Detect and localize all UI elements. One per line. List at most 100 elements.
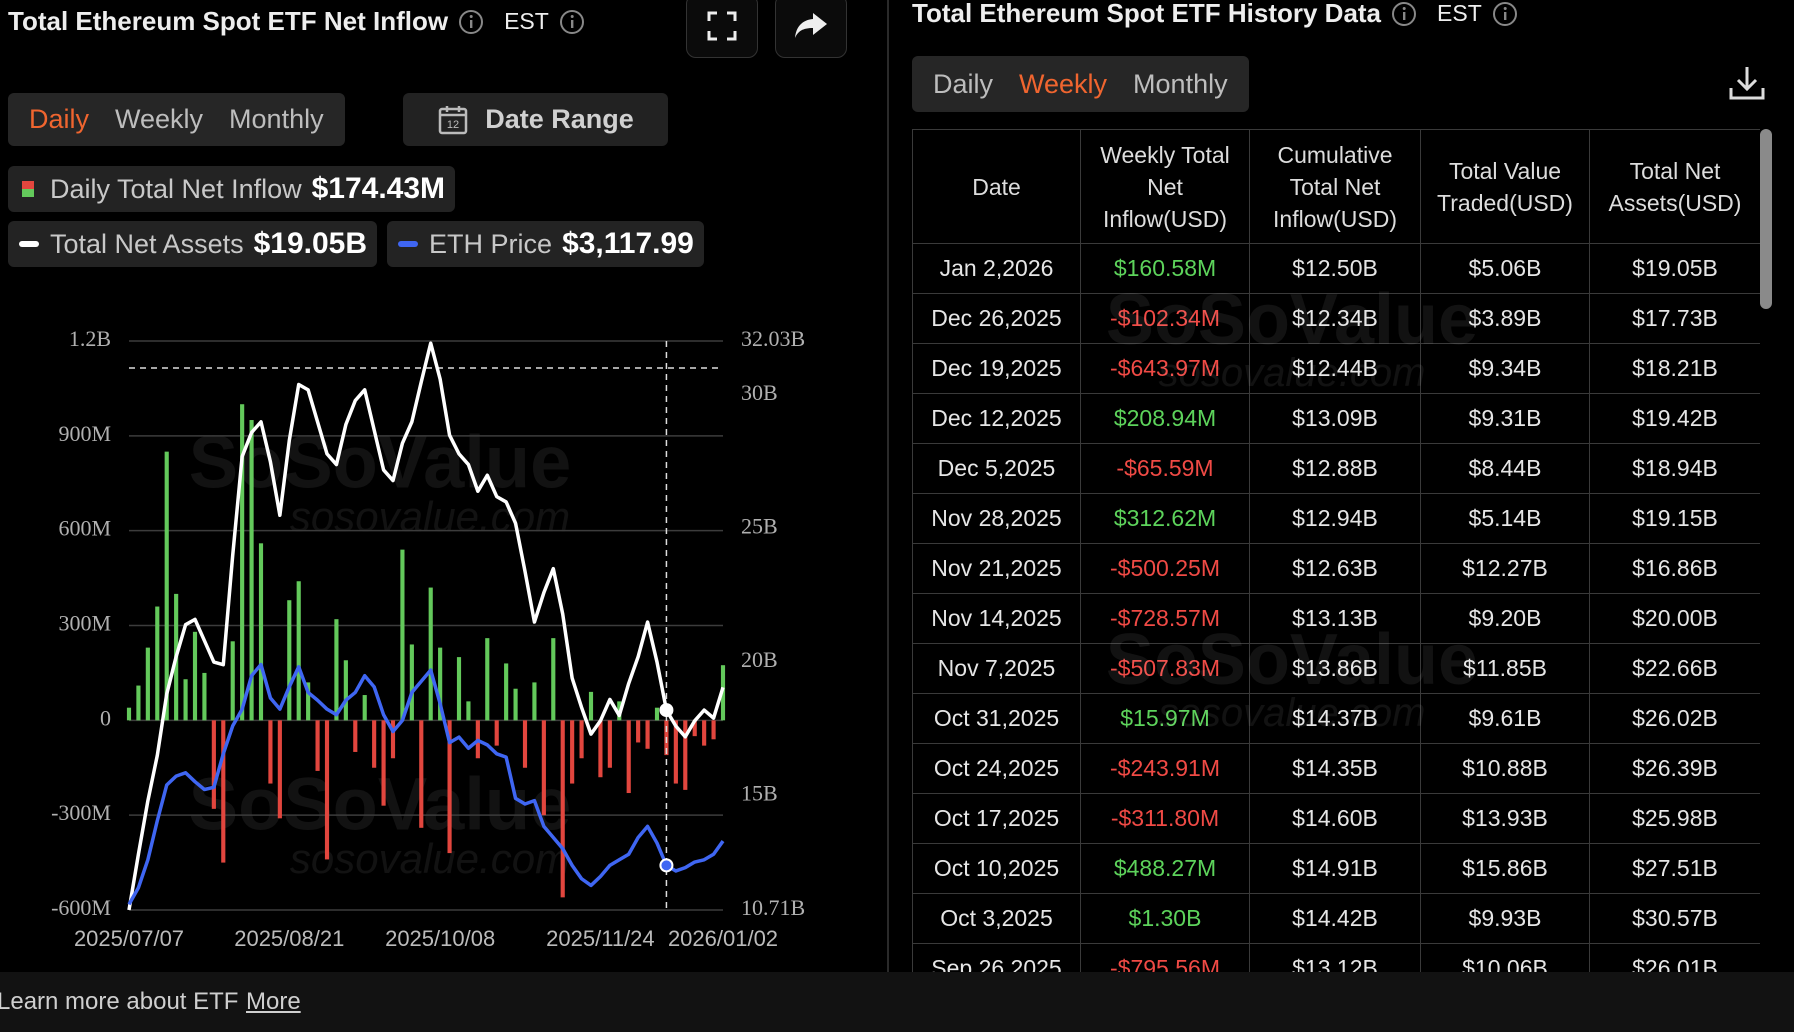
hover-dot [659,858,674,873]
table-cell: -$311.80M [1080,793,1250,844]
bar [353,720,358,752]
table-cell: Oct 17,2025 [912,793,1081,844]
table-cell: $312.62M [1080,493,1250,544]
column-header: Date [912,129,1081,244]
bar [183,679,188,721]
table-cell: $9.34B [1420,343,1590,394]
bar [541,720,546,816]
x-tick-label: 2025/10/08 [385,926,495,951]
table-row: Dec 12,2025 $208.94M $13.09B $9.31B $19.42B [912,393,1760,444]
bar [419,720,424,828]
table-cell: $5.14B [1420,493,1590,544]
bar [287,600,292,721]
bar [513,688,518,721]
table-cell: $12.94B [1249,493,1421,544]
table-cell: $14.60B [1249,793,1421,844]
table-cell: -$243.91M [1080,743,1250,794]
watermark-brand: SoSoValue [189,763,571,846]
column-header: Weekly Total Net Inflow(USD) [1080,129,1250,244]
table-cell: $26.39B [1589,743,1760,794]
bar [390,720,396,759]
table-cell: $27.51B [1589,843,1760,894]
y-tick-label: 1.2B [69,326,111,351]
tab[interactable]: Daily [933,68,994,99]
table-cell: $12.44B [1249,343,1421,394]
bar [522,720,528,768]
y2-tick-label: 10.71B [741,895,805,920]
line [127,341,725,911]
tab[interactable]: Weekly [115,104,204,134]
bar [466,701,471,721]
x-tick-label: 2025/11/24 [546,926,654,951]
table-cell: Oct 24,2025 [912,743,1081,794]
tab[interactable]: Monthly [229,104,324,134]
bar [334,619,339,721]
footer-link[interactable]: More [246,988,301,1015]
bar [626,720,631,794]
table-cell: $5.06B [1420,243,1590,294]
table-cell: $18.94B [1589,443,1760,494]
footer: Learn more about ETF More [0,972,1794,1032]
table-cell: Nov 28,2025 [912,493,1081,544]
bar [645,720,650,749]
indicator-icon [398,241,419,247]
table-cell: $15.86B [1420,843,1590,894]
table-cell: $12.34B [1249,293,1421,344]
y-tick-label: 0 [100,705,111,730]
bar [277,720,282,819]
table-cell: $18.21B [1589,343,1760,394]
table-cell: $19.05B [1589,243,1760,294]
indicator: Total Net Assets $19.05B [8,221,378,267]
indicator-value: $19.05B [253,227,368,260]
left-header: Total Ethereum Spot ETF Net Inflow EST [8,6,585,37]
share-button[interactable] [775,0,847,58]
y-tick-label: 900M [58,421,111,446]
info-icon[interactable] [1492,1,1518,27]
chart: SoSoValue sosovalue.com SoSoValue sosova… [51,326,805,951]
scrollbar[interactable] [1760,129,1772,309]
bar [702,720,707,746]
table-cell: $15.97M [1080,693,1250,744]
info-icon[interactable] [458,9,484,35]
x-tick-label: 2025/07/07 [74,926,184,951]
bar [381,720,386,806]
tab[interactable]: Monthly [1133,68,1228,99]
table-cell: $25.98B [1589,793,1760,844]
table-cell: $19.15B [1589,493,1760,544]
y-tick-label: -600M [51,895,111,920]
table-cell: $13.12B [1249,943,1421,972]
table-row: Nov 7,2025 -$507.83M $13.86B $11.85B $22.66B [912,643,1760,694]
fullscreen-button[interactable] [686,0,758,58]
info-icon[interactable] [1391,1,1417,27]
bar [692,720,697,737]
date-range-button[interactable]: 12 Date Range [403,93,668,146]
table-cell: Oct 10,2025 [912,843,1081,894]
line [127,662,725,906]
panel-title: Total Ethereum Spot ETF Net Inflow [8,6,449,36]
hover-dot [659,703,674,718]
bar [570,720,575,784]
bar [221,720,226,863]
timezone: EST [504,8,549,34]
table-cell: $13.13B [1249,593,1421,644]
table-cell: Dec 26,2025 [912,293,1081,344]
bar [504,663,509,721]
table-row: Oct 10,2025 $488.27M $14.91B $15.86B $27.51B [912,843,1760,894]
bar [306,682,311,721]
bar [654,707,660,721]
table-row: Jan 2,2026 $160.58M $12.50B $5.06B $19.05B [912,243,1760,294]
table-container: Date Weekly Total Net Inflow(USD) Cumulati… [912,129,1760,972]
table-cell: $20.00B [1589,593,1760,644]
table-cell: $16.86B [1589,543,1760,594]
table-cell: -$65.59M [1080,443,1250,494]
tab[interactable]: Daily [29,104,90,134]
bar [268,720,273,784]
table-cell: $13.93B [1420,793,1590,844]
info-icon[interactable] [559,9,585,35]
table-cell: $10.88B [1420,743,1590,794]
table-row: Oct 3,2025 $1.30B $14.42B $9.93B $30.57B [912,893,1760,944]
download-button[interactable] [1728,64,1766,102]
tab[interactable]: Weekly [1019,68,1108,99]
table-cell: $488.27M [1080,843,1250,894]
